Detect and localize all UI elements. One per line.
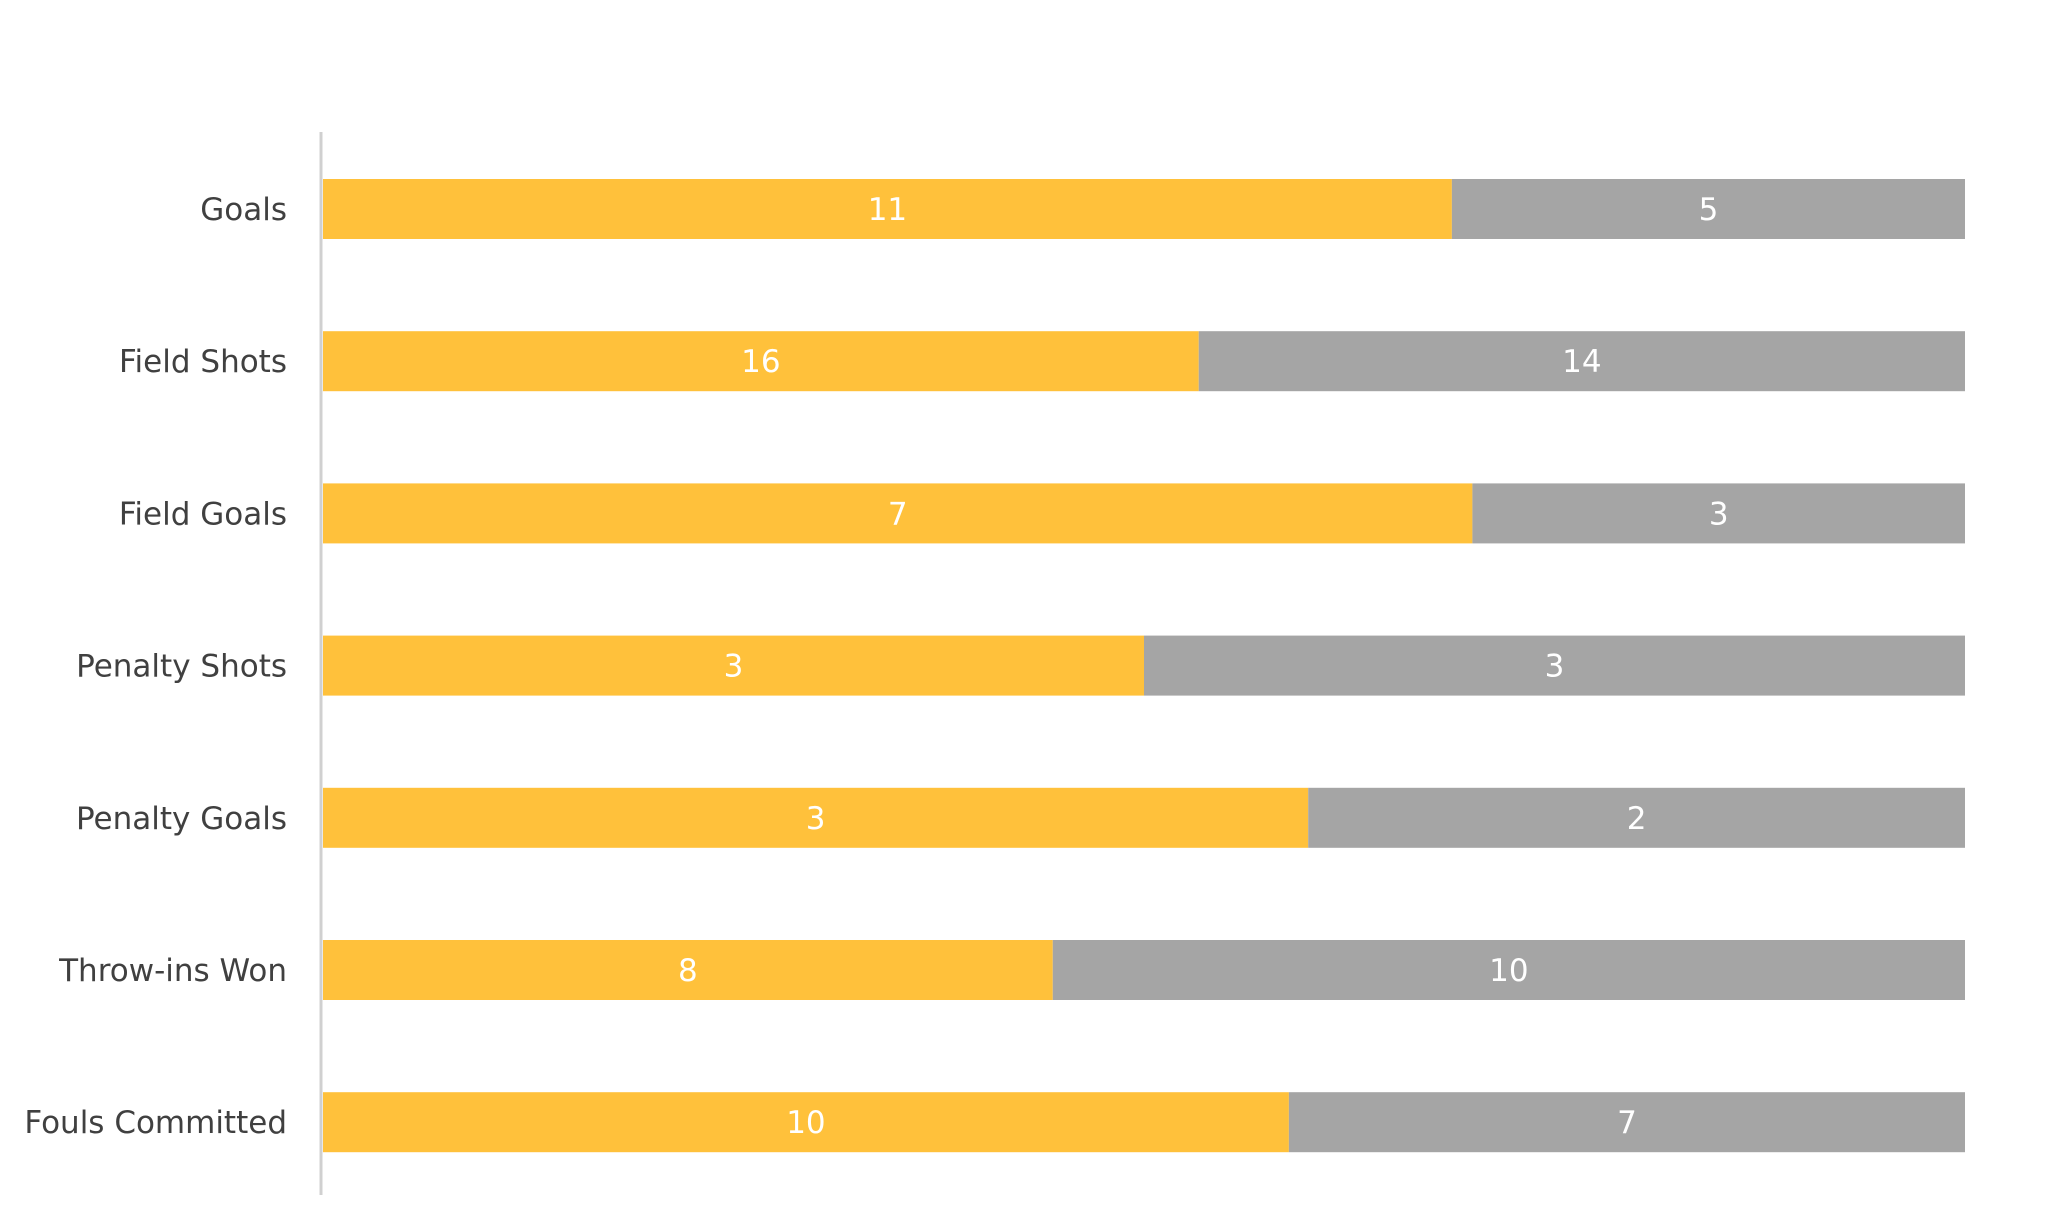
bar-segment-throw-ins-won-series-2 (1052, 940, 1965, 1000)
bar-segment-field-shots-series-1 (323, 331, 1199, 392)
data-label-field-shots-series-1: 16 (741, 344, 780, 380)
category-label-field-goals: Field Goals (119, 496, 287, 532)
data-label-throw-ins-won-series-2: 10 (1489, 953, 1528, 989)
bars-layer: 11 5 16 14 7 3 3 3 3 2 8 10 10 7 (323, 179, 1965, 1153)
data-label-goals-series-2: 5 (1699, 192, 1719, 228)
category-label-field-shots: Field Shots (119, 344, 287, 380)
data-label-penalty-shots-series-1: 3 (724, 649, 744, 685)
data-label-goals-series-1: 11 (868, 192, 907, 228)
bar-segment-fouls-committed-series-2 (1288, 1092, 1965, 1153)
bar-segment-field-shots-series-2 (1198, 331, 1965, 392)
bar-segment-penalty-shots-series-1 (323, 635, 1144, 696)
category-label-penalty-goals: Penalty Goals (76, 801, 287, 837)
data-label-fouls-committed-series-1: 10 (786, 1105, 825, 1141)
bar-segment-field-goals-series-1 (323, 483, 1473, 544)
data-label-penalty-shots-series-2: 3 (1545, 649, 1565, 685)
category-labels: Goals Field Shots Field Goals Penalty Shots… (24, 192, 287, 1141)
data-label-field-goals-series-2: 3 (1709, 496, 1729, 532)
data-label-penalty-goals-series-2: 2 (1627, 801, 1647, 837)
data-label-penalty-goals-series-1: 3 (806, 801, 826, 837)
bar-segment-penalty-goals-series-2 (1308, 787, 1965, 848)
bar-segment-field-goals-series-2 (1472, 483, 1965, 544)
category-label-goals: Goals (200, 192, 287, 228)
bar-segment-goals-series-2 (1451, 179, 1965, 239)
category-label-fouls-committed: Fouls Committed (24, 1105, 287, 1141)
category-label-throw-ins-won: Throw-ins Won (58, 953, 287, 989)
data-label-fouls-committed-series-2: 7 (1617, 1105, 1637, 1141)
data-label-field-shots-series-2: 14 (1562, 344, 1601, 380)
bar-segment-throw-ins-won-series-1 (323, 940, 1053, 1000)
bar-segment-fouls-committed-series-1 (323, 1092, 1289, 1153)
data-label-throw-ins-won-series-1: 8 (678, 953, 698, 989)
bar-segment-penalty-goals-series-1 (323, 787, 1309, 848)
data-label-field-goals-series-1: 7 (888, 496, 908, 532)
category-label-penalty-shots: Penalty Shots (76, 649, 287, 685)
bar-segment-goals-series-1 (323, 179, 1452, 239)
bar-segment-penalty-shots-series-2 (1144, 635, 1965, 696)
